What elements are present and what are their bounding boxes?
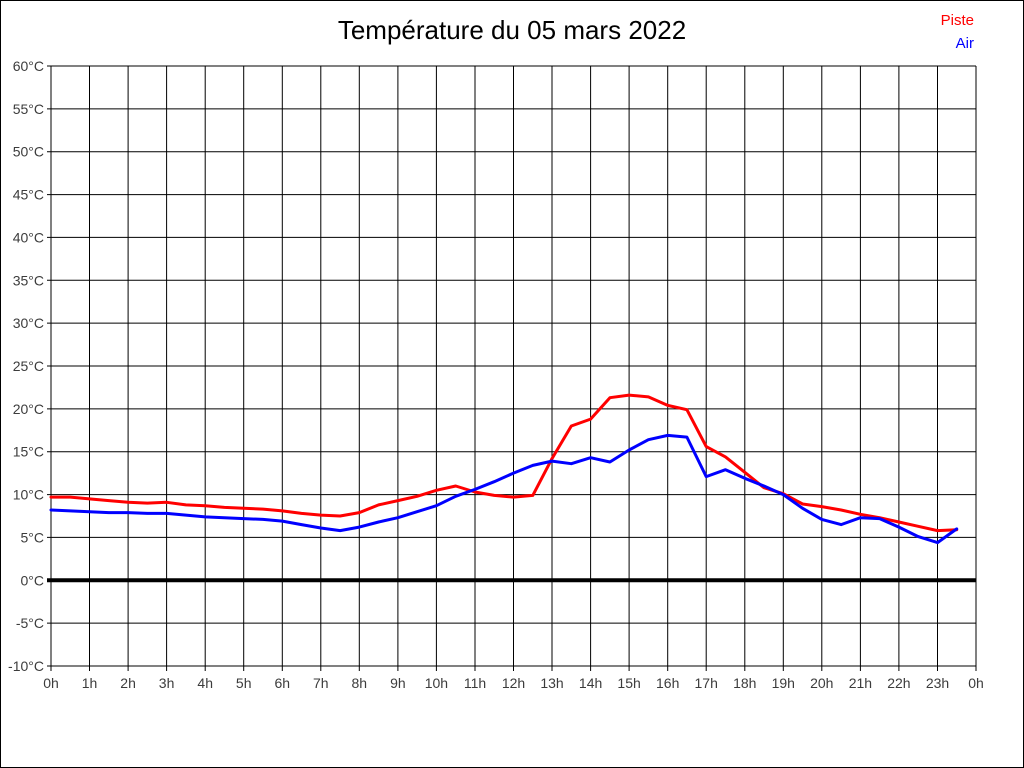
x-tick-label: 7h (313, 675, 329, 691)
y-tick-label: 30°C (13, 315, 44, 331)
x-tick-label: 3h (159, 675, 175, 691)
x-tick-label: 9h (390, 675, 406, 691)
legend-item-air: Air (955, 35, 974, 52)
x-tick-label: 13h (540, 675, 563, 691)
chart-title: Température du 05 mars 2022 (337, 15, 687, 45)
x-tick-label: 17h (695, 675, 718, 691)
y-tick-label: 55°C (13, 101, 44, 117)
x-tick-label: 21h (849, 675, 872, 691)
x-tick-label: 2h (120, 675, 136, 691)
x-tick-label: 15h (617, 675, 640, 691)
x-tick-label: 6h (275, 675, 291, 691)
y-tick-label: 25°C (13, 358, 44, 374)
legend-item-piste: Piste (940, 12, 974, 29)
y-tick-label: 15°C (13, 444, 44, 460)
y-tick-label: 45°C (13, 187, 44, 203)
x-tick-label: 1h (82, 675, 98, 691)
x-tick-label: 18h (733, 675, 756, 691)
y-tick-label: 5°C (21, 529, 45, 545)
x-tick-label: 0h (968, 675, 984, 691)
y-tick-label: -5°C (16, 615, 44, 631)
x-tick-label: 20h (810, 675, 833, 691)
y-tick-label: 60°C (13, 58, 44, 74)
x-tick-label: 8h (352, 675, 368, 691)
y-tick-label: 0°C (21, 572, 45, 588)
x-tick-label: 4h (197, 675, 213, 691)
x-tick-label: 22h (887, 675, 910, 691)
x-tick-label: 10h (425, 675, 448, 691)
y-tick-label: 40°C (13, 229, 44, 245)
x-tick-label: 11h (464, 675, 486, 691)
y-tick-label: 20°C (13, 401, 44, 417)
air-line (49, 433, 959, 545)
y-tick-label: 10°C (13, 487, 44, 503)
piste-line (49, 393, 959, 533)
y-tick-label: -10°C (8, 658, 44, 674)
legend: Piste Air (941, 9, 974, 55)
x-tick-label: 16h (656, 675, 679, 691)
x-tick-label: 0h (43, 675, 59, 691)
y-tick-label: 50°C (13, 144, 44, 160)
x-tick-label: 19h (772, 675, 795, 691)
x-tick-label: 12h (502, 675, 525, 691)
x-tick-label: 5h (236, 675, 252, 691)
y-tick-label: 35°C (13, 272, 44, 288)
x-tick-label: 14h (579, 675, 602, 691)
x-tick-label: 23h (926, 675, 949, 691)
